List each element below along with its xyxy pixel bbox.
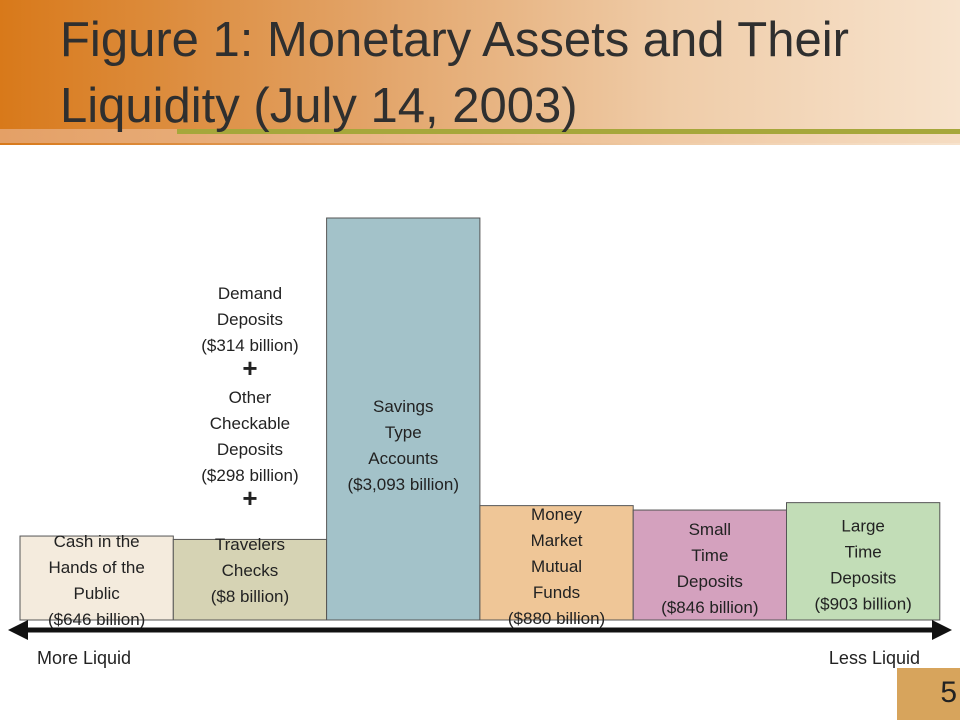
bar-2 xyxy=(326,217,481,621)
page-title: Figure 1: Monetary Assets and Their Liqu… xyxy=(60,13,849,133)
bar-label-3: Money Market Mutual Funds ($880 billion) xyxy=(508,505,605,628)
stack-note-line: Deposits xyxy=(217,310,283,329)
title-header xyxy=(0,0,960,145)
stack-note-line: ($298 billion) xyxy=(201,466,298,485)
stack-plus-sign: + xyxy=(242,483,257,513)
bar-label-5: Large Time Deposits ($903 billion) xyxy=(814,517,911,614)
liquidity-axis xyxy=(8,620,952,640)
bar-1 xyxy=(172,538,328,621)
bar-5 xyxy=(786,502,941,621)
stack-plus-sign: + xyxy=(242,353,257,383)
stack-note-line: Checkable xyxy=(210,414,290,433)
stack-note-line: Deposits xyxy=(217,440,283,459)
bar-4 xyxy=(632,509,788,621)
bar-label-1: Travelers Checks ($8 billion) xyxy=(211,535,289,606)
stack-note-line: Demand xyxy=(218,284,282,303)
axis-arrow-right-icon xyxy=(932,620,952,640)
bar-label-2: Savings Type Accounts ($3,093 billion) xyxy=(347,397,459,494)
liquidity-chart: Cash in the Hands of the Public ($646 billi… xyxy=(8,217,952,640)
bar-label-4: Small Time Deposits ($846 billion) xyxy=(661,520,758,617)
less-liquid-label: Less Liquid xyxy=(828,648,920,668)
axis-arrow-left-icon xyxy=(8,620,28,640)
slide-number: 5 xyxy=(940,676,957,709)
slide-number-box xyxy=(897,668,960,720)
stack-note-line: ($314 billion) xyxy=(201,336,298,355)
bar-group: Cash in the Hands of the Public ($646 billi… xyxy=(19,217,941,629)
bar-label-0: Cash in the Hands of the Public ($646 billi… xyxy=(48,532,145,629)
more-liquid-label: More Liquid xyxy=(37,648,132,668)
stack-note-line: Other xyxy=(229,388,272,407)
title-accent-line xyxy=(177,129,960,134)
bar-0 xyxy=(19,535,174,621)
